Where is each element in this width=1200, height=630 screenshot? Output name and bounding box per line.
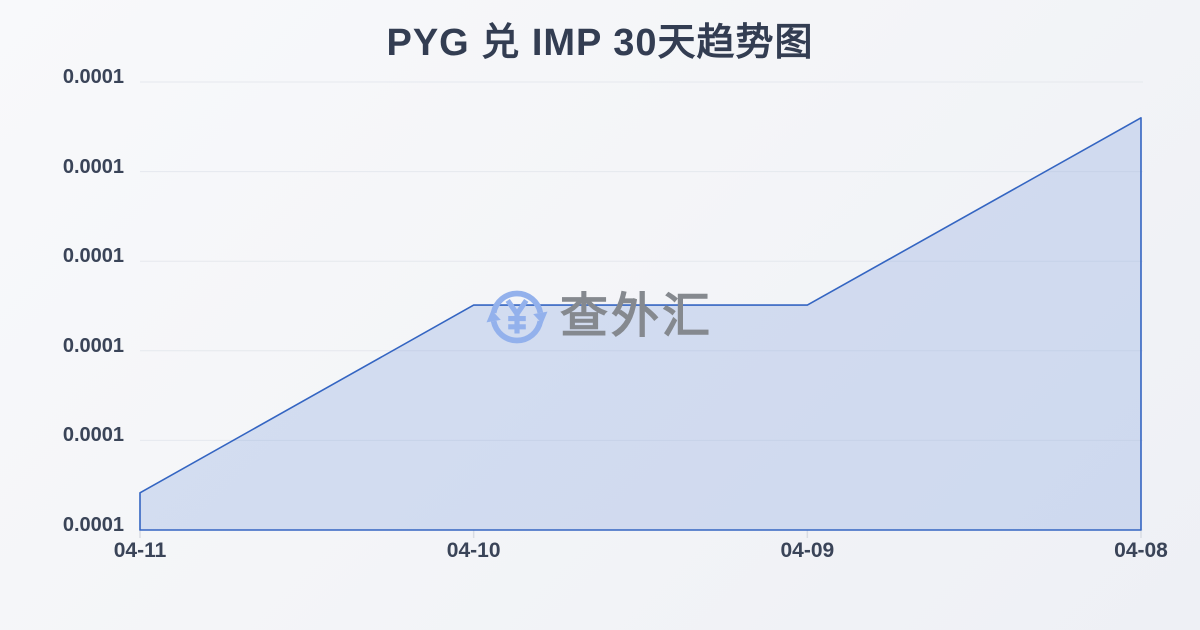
x-axis-label: 04-08 <box>1114 539 1168 562</box>
area-series-fill <box>140 117 1141 530</box>
y-axis-label: 0.0001 <box>62 155 124 178</box>
x-axis-label: 04-10 <box>446 539 501 562</box>
y-axis-label: 0.0001 <box>62 66 124 88</box>
y-axis-label: 0.0001 <box>62 245 124 268</box>
y-axis-label: 0.0001 <box>62 424 124 447</box>
x-axis-label: 04-09 <box>780 539 835 562</box>
chart-title: PYG 兑 IMP 30天趋势图 <box>386 22 814 64</box>
y-axis-label: 0.0001 <box>62 334 124 357</box>
y-axis-label: 0.0001 <box>62 514 124 536</box>
area-series-outline <box>139 117 1142 531</box>
x-axis-label: 04-11 <box>113 539 167 562</box>
